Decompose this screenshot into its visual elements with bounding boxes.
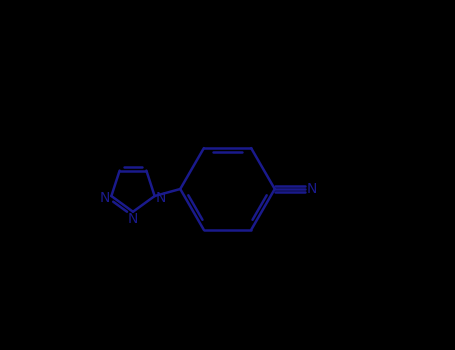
Text: N: N — [307, 182, 318, 196]
Text: N: N — [128, 212, 138, 226]
Text: N: N — [156, 191, 167, 205]
Text: N: N — [100, 191, 110, 205]
